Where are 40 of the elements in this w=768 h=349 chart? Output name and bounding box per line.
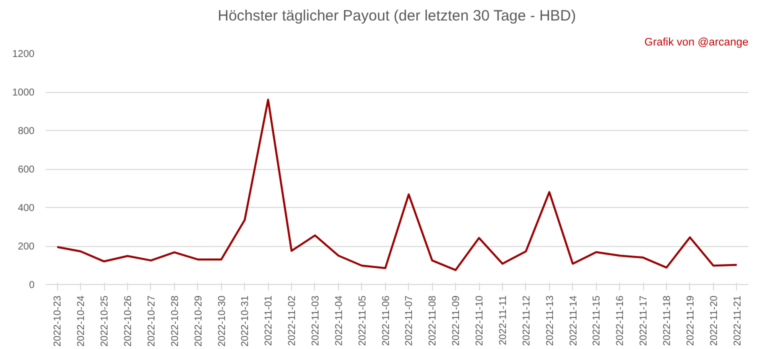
x-tick-label: 2022-11-06 <box>380 295 392 346</box>
x-tick-label: 2022-10-25 <box>100 295 111 347</box>
x-tick-label: 2022-11-18 <box>662 295 673 346</box>
x-tick-label: 2022-10-30 <box>216 295 228 347</box>
x-tick-label: 2022-10-29 <box>193 295 204 347</box>
x-tick-label: 2022-11-02 <box>287 295 298 346</box>
x-tick-label: 2022-11-20 <box>708 295 720 346</box>
x-tick-label: 2022-11-11 <box>498 295 509 346</box>
x-tick-label: 2022-10-31 <box>240 295 252 347</box>
x-tick-label: 2022-11-09 <box>451 295 462 346</box>
x-tick-label: 2022-11-15 <box>592 295 603 346</box>
y-tick-label: 800 <box>18 126 35 137</box>
y-tick-label: 1200 <box>12 49 35 60</box>
x-tick-label: 2022-11-01 <box>264 295 275 346</box>
x-tick-label: 2022-11-10 <box>474 295 486 346</box>
y-tick-label: 400 <box>18 203 35 214</box>
x-tick-label: 2022-10-27 <box>146 295 158 347</box>
y-tick-label: 1000 <box>12 88 35 98</box>
line-series <box>56 98 738 272</box>
x-tick-label: 2022-11-12 <box>521 295 532 346</box>
x-tick-label: 2022-11-13 <box>544 295 556 346</box>
x-tick-label: 2022-11-16 <box>615 295 626 346</box>
x-tick-label: 2022-11-07 <box>404 295 416 346</box>
y-tick-label: 600 <box>18 164 35 176</box>
x-tick-label: 2022-11-19 <box>685 295 696 346</box>
x-tick-label: 2022-11-05 <box>357 295 368 346</box>
x-tick-label: 2022-11-04 <box>334 295 345 346</box>
x-tick-label: 2022-10-28 <box>170 295 181 347</box>
x-tick-label: 2022-11-21 <box>732 295 744 346</box>
x-tick-label: 2022-11-17 <box>638 295 650 346</box>
x-tick-label: 2022-10-24 <box>76 295 88 347</box>
x-tick-label: 2022-11-14 <box>568 295 580 346</box>
y-tick-label: 200 <box>18 242 35 252</box>
text: Grafik von @arcange <box>644 36 749 48</box>
y-tick-label: 0 <box>28 280 35 291</box>
chart-title: Höchster täglicher Payout (der letzten 30 Tage - HBD) <box>218 8 576 24</box>
x-tick-label: 2022-11-03 <box>310 295 322 346</box>
x-tick-label: 2022-11-08 <box>428 295 439 346</box>
x-tick-label: 2022-10-26 <box>123 295 134 347</box>
x-tick-label: 2022-10-23 <box>52 295 64 347</box>
